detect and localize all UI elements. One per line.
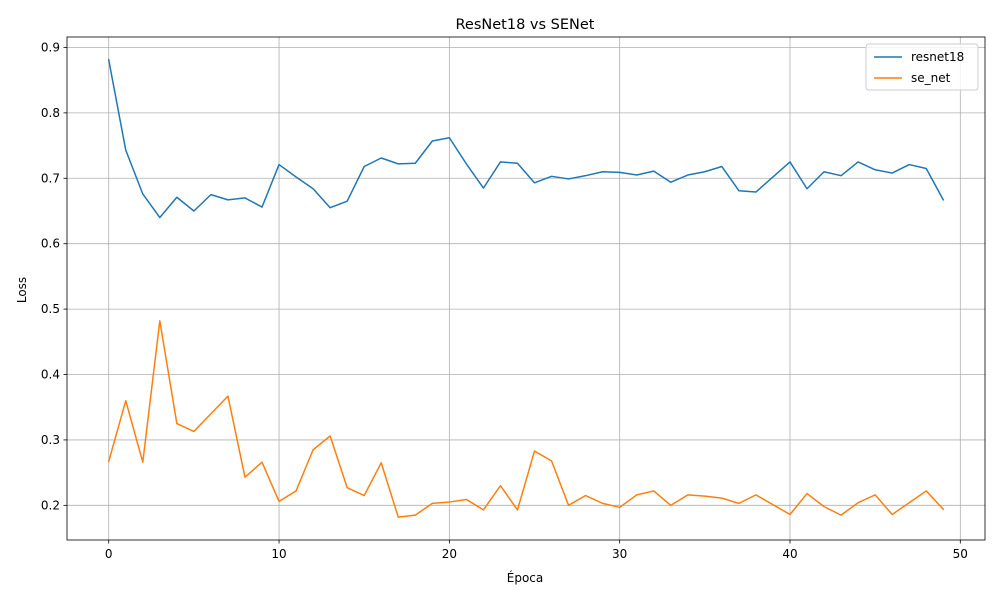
y-tick-label: 0.6	[41, 237, 60, 251]
plot-frame	[66, 36, 986, 541]
legend: resnet18 se_net	[865, 43, 979, 91]
y-tick-label: 0.7	[41, 171, 60, 185]
plot-area	[66, 36, 986, 541]
x-tick-label: 10	[271, 547, 286, 561]
y-tick-label: 0.9	[41, 40, 60, 54]
chart-title: ResNet18 vs SENet	[456, 17, 595, 33]
plot-background	[67, 37, 985, 540]
series-line-se-net	[107, 320, 945, 518]
y-tick-label: 0.3	[41, 433, 60, 447]
y-axis: 0.2 0.3 0.4 0.5 0.6 0.7 0.8 0.9	[41, 40, 67, 512]
grid	[67, 37, 985, 540]
series-line-resnet18	[107, 59, 945, 219]
x-tick-label: 0	[105, 547, 113, 561]
x-tick-label: 40	[782, 547, 797, 561]
x-tick-label: 50	[953, 547, 968, 561]
legend-label-resnet18: resnet18	[911, 50, 964, 64]
x-axis-label: Época	[507, 570, 544, 585]
y-tick-label: 0.4	[41, 368, 60, 382]
x-tick-label: 20	[442, 547, 457, 561]
y-tick-label: 0.2	[41, 498, 60, 512]
x-axis: 0 10 20 30 40 50	[105, 540, 968, 561]
legend-label-se-net: se_net	[911, 71, 951, 85]
y-tick-label: 0.8	[41, 106, 60, 120]
x-tick-label: 30	[612, 547, 627, 561]
series-layer	[107, 59, 945, 518]
y-tick-label: 0.5	[41, 302, 60, 316]
y-axis-label: Loss	[15, 277, 29, 303]
